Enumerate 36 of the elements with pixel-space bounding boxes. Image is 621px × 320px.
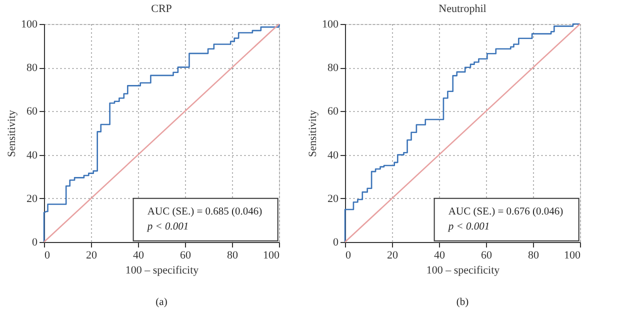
x-tick-label: 40	[133, 250, 144, 262]
text: (a)	[156, 297, 168, 308]
y-axis-title: Sensitivity	[6, 109, 18, 158]
x-tick-label: 40	[434, 250, 446, 262]
y-tick-label: 60	[328, 106, 339, 118]
y-axis-title: Sensitivity	[307, 109, 319, 158]
x-tick-label: 80	[528, 250, 540, 262]
x-tick-label: 60	[180, 250, 192, 262]
y-tick-label: 0	[333, 236, 339, 248]
x-tick-label: 100	[564, 250, 581, 262]
text: (b)	[456, 297, 470, 308]
x-tick-label: 60	[481, 250, 492, 262]
annotation: p < 0.001	[146, 222, 189, 233]
chart-title: CRP	[151, 3, 172, 15]
x-tick-label: 100	[263, 250, 280, 262]
y-tick-label: 100	[21, 18, 38, 30]
y-tick-label: 40	[328, 149, 339, 162]
y-tick-label: 60	[26, 106, 38, 118]
y-tick-label: 20	[26, 192, 38, 205]
y-tick-label: 20	[328, 192, 339, 205]
chart-title: Neutrophil	[438, 3, 486, 15]
x-axis-title: 100 – specificity	[426, 264, 500, 276]
y-tick-label: 80	[328, 62, 339, 74]
y-tick-label: 0	[32, 236, 38, 248]
annotation: p < 0.001	[447, 222, 490, 233]
y-tick-label: 80	[26, 62, 38, 74]
x-tick-label: 20	[86, 250, 98, 262]
x-axis-title: 100 – specificity	[125, 264, 200, 276]
x-tick-label: 0	[44, 250, 50, 262]
annotation: AUC (SE.) = 0.676 (0.046)	[448, 206, 564, 218]
annotation: AUC (SE.) = 0.685 (0.046)	[147, 206, 263, 218]
x-tick-label: 80	[227, 250, 238, 262]
y-tick-label: 100	[322, 18, 339, 30]
x-tick-label: 0	[346, 250, 352, 262]
x-tick-label: 20	[387, 250, 398, 262]
y-tick-label: 40	[26, 149, 38, 162]
